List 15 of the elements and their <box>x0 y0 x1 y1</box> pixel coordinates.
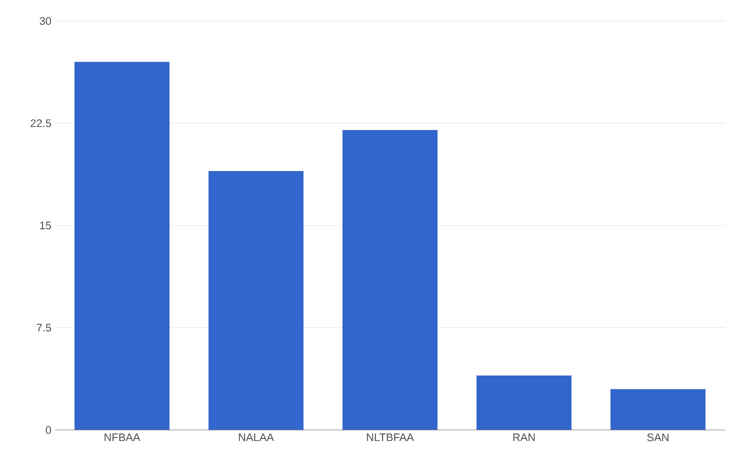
bar <box>208 170 304 430</box>
y-tick-label: 22.5 <box>30 119 52 128</box>
bar <box>74 62 170 430</box>
y-tick-label: 15 <box>40 222 52 230</box>
bar <box>476 375 572 430</box>
bar <box>342 130 438 430</box>
y-tick-label: 0 <box>46 426 52 434</box>
bar <box>610 389 706 430</box>
x-tick-label: NLTBFAA <box>366 434 414 442</box>
x-tick-label: NALAA <box>238 434 274 442</box>
y-tick-label: 7.5 <box>36 324 52 332</box>
x-tick-label: SAN <box>647 434 668 442</box>
x-tick-label: RAN <box>513 434 535 442</box>
y-tick-label: 30 <box>40 17 52 25</box>
x-tick-label: NFBAA <box>104 434 140 442</box>
